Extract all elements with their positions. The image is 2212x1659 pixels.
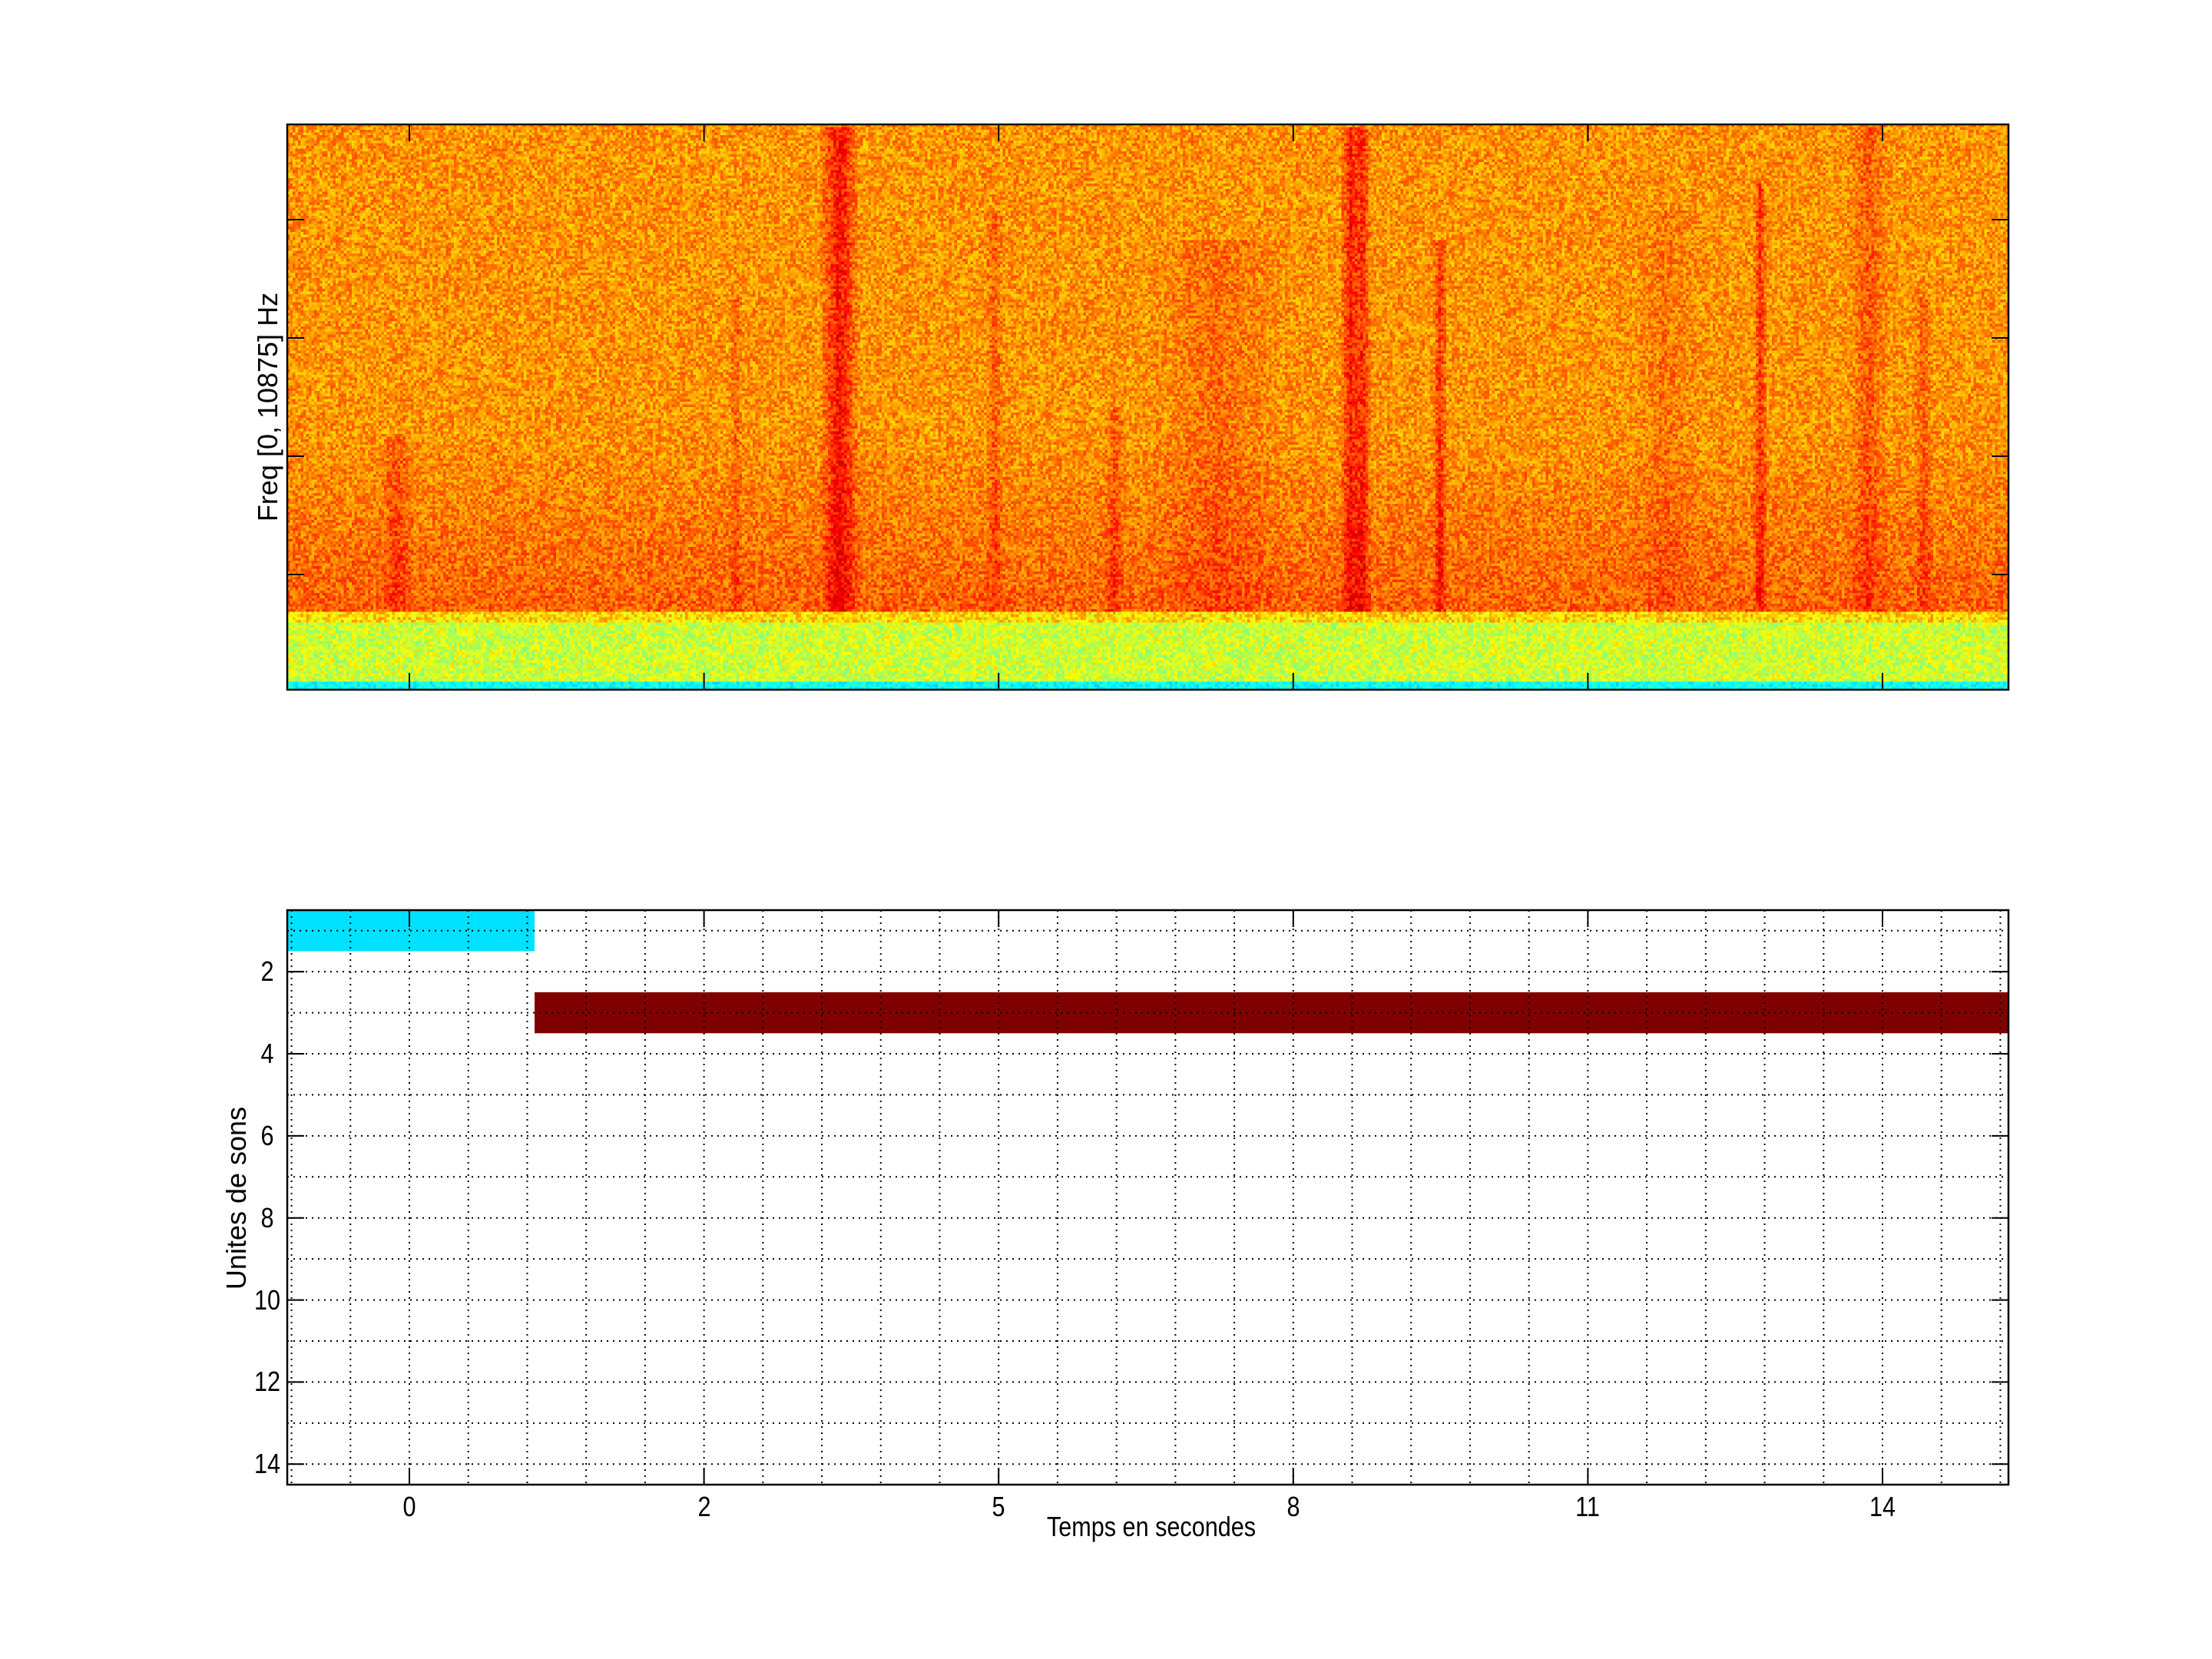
x-tick-label: 8 xyxy=(1286,1491,1300,1522)
spectrogram-axes-frame xyxy=(286,123,2010,691)
x-tick-label: 14 xyxy=(1869,1491,1896,1522)
y-tick-label: 8 xyxy=(260,1201,274,1233)
time-x-label: Temps en secondes xyxy=(1046,1511,1257,1542)
x-tick-label: 2 xyxy=(697,1491,711,1522)
y-tick-label: 6 xyxy=(260,1119,274,1151)
y-tick-label: 10 xyxy=(253,1283,281,1316)
units-y-label: Unites de sons xyxy=(220,1106,252,1290)
spectrogram-y-label: Freq [0, 10875] Hz xyxy=(252,292,283,522)
y-tick-label: 12 xyxy=(253,1366,281,1398)
y-tick-label: 2 xyxy=(260,955,274,988)
x-tick-label: 5 xyxy=(992,1491,1005,1522)
x-tick-label: 0 xyxy=(402,1491,416,1522)
x-tick-label: 11 xyxy=(1575,1491,1601,1522)
y-tick-label: 4 xyxy=(260,1038,274,1069)
units-axes-frame xyxy=(286,909,2010,1486)
spectrogram-image xyxy=(287,124,2008,690)
y-tick-label: 14 xyxy=(253,1448,281,1480)
